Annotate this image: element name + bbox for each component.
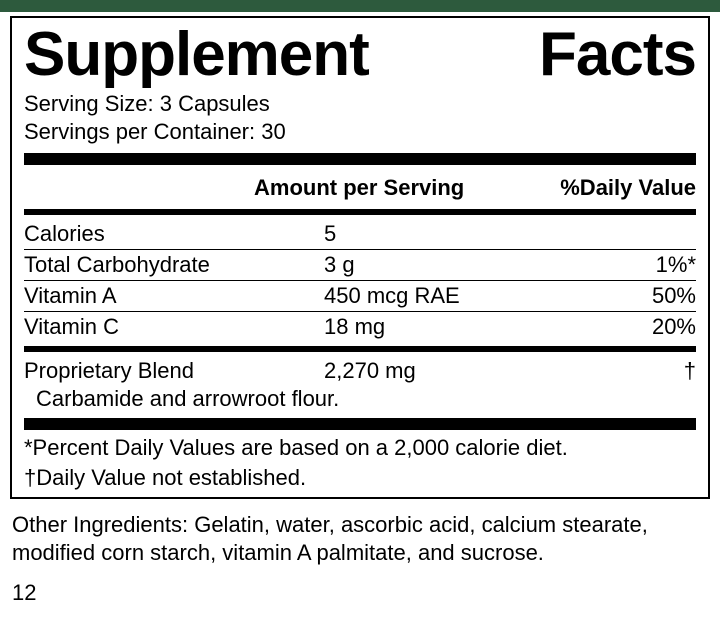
nutrient-name: Vitamin C bbox=[24, 314, 324, 340]
nutrient-row: Total Carbohydrate 3 g 1%* bbox=[24, 250, 696, 280]
footnote-dagger: †Daily Value not established. bbox=[24, 464, 696, 492]
footnote-pdv: *Percent Daily Values are based on a 2,0… bbox=[24, 434, 696, 462]
nutrient-dv: 1%* bbox=[556, 252, 696, 278]
title-word-2: Facts bbox=[539, 24, 696, 86]
nutrient-name: Vitamin A bbox=[24, 283, 324, 309]
nutrient-amount: 5 bbox=[324, 221, 556, 247]
header-amount: Amount per Serving bbox=[254, 175, 536, 201]
blend-ingredients: Carbamide and arrowroot flour. bbox=[24, 386, 696, 412]
serving-size: Serving Size: 3 Capsules bbox=[24, 90, 696, 118]
rule-med-1 bbox=[24, 209, 696, 215]
nutrient-dv bbox=[556, 221, 696, 247]
rule-thick-1 bbox=[24, 153, 696, 165]
rule-med-2 bbox=[24, 346, 696, 352]
other-ingredients: Other Ingredients: Gelatin, water, ascor… bbox=[12, 511, 708, 566]
proprietary-blend-row: Proprietary Blend 2,270 mg † bbox=[24, 356, 696, 386]
column-headers: Amount per Serving %Daily Value bbox=[24, 169, 696, 205]
blend-name: Proprietary Blend bbox=[24, 358, 324, 384]
top-accent-bar bbox=[0, 0, 720, 12]
supplement-facts-panel: Supplement Facts Serving Size: 3 Capsule… bbox=[10, 16, 710, 499]
nutrient-name: Total Carbohydrate bbox=[24, 252, 324, 278]
nutrient-dv: 50% bbox=[556, 283, 696, 309]
blend-amount: 2,270 mg bbox=[324, 358, 556, 384]
nutrient-row: Vitamin C 18 mg 20% bbox=[24, 312, 696, 342]
nutrient-row: Vitamin A 450 mcg RAE 50% bbox=[24, 281, 696, 311]
nutrient-name: Calories bbox=[24, 221, 324, 247]
panel-title: Supplement Facts bbox=[24, 24, 696, 86]
page-number: 12 bbox=[12, 580, 720, 606]
blend-dv: † bbox=[556, 358, 696, 384]
header-blank bbox=[24, 175, 254, 201]
nutrient-dv: 20% bbox=[556, 314, 696, 340]
title-word-1: Supplement bbox=[24, 24, 369, 86]
nutrient-amount: 450 mcg RAE bbox=[324, 283, 556, 309]
header-daily-value: %Daily Value bbox=[536, 175, 696, 201]
nutrient-row: Calories 5 bbox=[24, 219, 696, 249]
nutrient-amount: 18 mg bbox=[324, 314, 556, 340]
servings-per-container: Servings per Container: 30 bbox=[24, 118, 696, 146]
nutrient-amount: 3 g bbox=[324, 252, 556, 278]
rule-thick-2 bbox=[24, 418, 696, 430]
